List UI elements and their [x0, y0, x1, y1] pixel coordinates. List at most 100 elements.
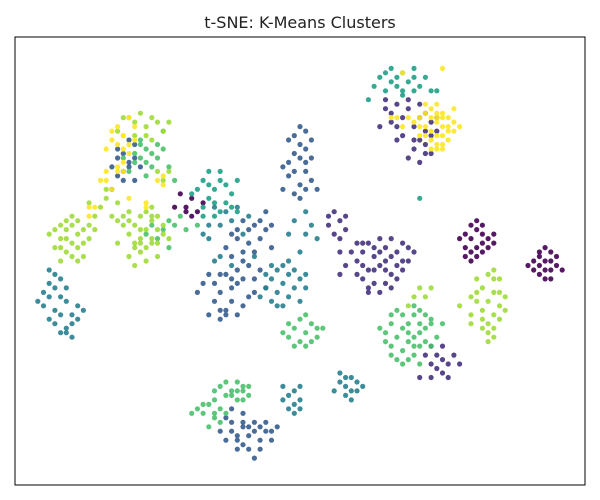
cluster-1-point-17: [360, 262, 366, 269]
cluster-1-point-55: [382, 97, 389, 103]
cluster-3-point-3: [286, 271, 292, 277]
cluster-6-point-41: [143, 209, 149, 215]
cluster-1-point-61: [411, 146, 417, 152]
cluster-7-point-0: [428, 128, 434, 134]
cluster-6-point-65: [468, 312, 474, 318]
cluster-3-point-44: [63, 285, 69, 291]
cluster-3-point-53: [80, 307, 86, 313]
cluster-0-point-12: [468, 222, 474, 228]
cluster-6-point-101: [166, 119, 172, 125]
cluster-4-point-9: [223, 200, 229, 206]
cluster-5-point-20: [405, 330, 411, 336]
cluster-0-point-17: [479, 249, 485, 255]
cluster-3-point-76: [337, 370, 343, 376]
cluster-7-point-56: [154, 177, 161, 183]
cluster-6-point-64: [485, 321, 491, 327]
cluster-0-point-44: [189, 213, 195, 219]
cluster-3-point-42: [52, 307, 58, 313]
cluster-3-point-33: [206, 222, 212, 228]
cluster-7-point-63: [126, 195, 132, 201]
cluster-3-point-36: [46, 280, 52, 286]
cluster-3-point-79: [354, 388, 360, 394]
cluster-0-point-42: [200, 200, 206, 206]
cluster-1-point-3: [371, 253, 377, 260]
cluster-4-point-12: [234, 177, 240, 183]
cluster-3-point-10: [268, 298, 275, 304]
cluster-3-point-40: [52, 271, 58, 277]
cluster-3-point-0: [268, 276, 275, 282]
cluster-3-point-70: [337, 379, 343, 385]
cluster-2-point-62: [274, 424, 280, 430]
cluster-6-point-12: [80, 240, 86, 246]
cluster-1-point-81: [439, 370, 446, 376]
cluster-1-point-65: [382, 106, 389, 112]
cluster-5-point-77: [143, 159, 149, 165]
cluster-2-point-73: [240, 303, 246, 309]
cluster-1-point-56: [428, 119, 434, 125]
cluster-7-point-12: [439, 110, 446, 116]
cluster-3-point-26: [246, 213, 252, 219]
cluster-5-point-92: [172, 222, 178, 228]
cluster-4-point-18: [200, 213, 206, 219]
cluster-6-point-30: [137, 213, 143, 219]
cluster-6-point-50: [132, 262, 138, 269]
cluster-0-point-24: [542, 267, 548, 273]
cluster-2-point-85: [240, 249, 246, 255]
cluster-6-point-34: [126, 209, 132, 215]
cluster-7-point-28: [405, 115, 411, 121]
cluster-2-point-56: [223, 415, 229, 421]
cluster-5-point-89: [177, 213, 183, 219]
cluster-7-point-35: [434, 146, 440, 152]
cluster-6-point-85: [422, 294, 428, 300]
cluster-1-point-42: [400, 115, 406, 121]
cluster-4-point-7: [194, 186, 200, 192]
cluster-6-point-47: [154, 253, 161, 260]
cluster-2-point-105: [251, 222, 257, 228]
cluster-7-point-13: [417, 124, 423, 130]
cluster-6-point-100: [149, 137, 155, 143]
cluster-0-series: [172, 191, 565, 282]
cluster-5-point-37: [303, 343, 309, 349]
cluster-1-point-77: [428, 361, 434, 367]
chart-title: t-SNE: K-Means Clusters: [204, 13, 395, 32]
cluster-5-point-71: [132, 150, 138, 157]
cluster-3-point-20: [303, 271, 309, 277]
cluster-1-point-75: [331, 209, 337, 215]
cluster-6-point-112: [160, 177, 166, 183]
cluster-0-point-8: [474, 253, 480, 260]
cluster-3-point-43: [58, 294, 64, 300]
cluster-7-point-37: [109, 137, 115, 143]
cluster-5-point-63: [234, 397, 240, 403]
cluster-7-point-6: [422, 124, 428, 130]
cluster-2-point-8: [297, 155, 303, 161]
cluster-3-point-16: [274, 303, 280, 309]
cluster-2-point-19: [314, 186, 320, 192]
cluster-5-point-82: [166, 164, 172, 170]
cluster-5-point-78: [160, 146, 166, 152]
cluster-1-point-79: [439, 343, 446, 349]
cluster-1-point-18: [371, 245, 377, 251]
cluster-2-point-101: [223, 245, 229, 251]
cluster-6-point-75: [491, 276, 497, 282]
cluster-6-point-77: [474, 276, 480, 282]
cluster-7-point-57: [160, 173, 166, 179]
cluster-7-point-14: [451, 128, 457, 134]
cluster-1-point-30: [388, 236, 394, 242]
cluster-6-point-59: [491, 289, 497, 295]
cluster-1-point-84: [445, 374, 451, 381]
cluster-4-point-26: [382, 88, 389, 94]
cluster-3-point-46: [63, 298, 69, 304]
cluster-0-point-31: [553, 253, 560, 260]
cluster-5-point-41: [286, 321, 292, 327]
cluster-5-point-45: [229, 392, 235, 398]
cluster-4-point-5: [229, 191, 235, 197]
cluster-3-point-28: [229, 218, 235, 224]
cluster-5-point-46: [234, 388, 240, 394]
cluster-3-point-38: [46, 294, 52, 300]
cluster-1-point-4: [377, 262, 383, 269]
cluster-1-point-27: [382, 267, 389, 273]
cluster-5-point-49: [240, 397, 246, 403]
cluster-5-point-0: [400, 325, 406, 331]
cluster-5-point-80: [132, 159, 138, 165]
cluster-6-point-49: [143, 258, 149, 264]
